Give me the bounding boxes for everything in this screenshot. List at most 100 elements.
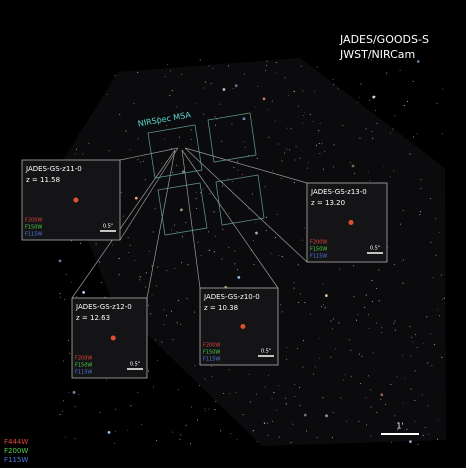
star: [59, 292, 61, 294]
star: [208, 249, 210, 251]
star: [378, 269, 380, 271]
connector-lines: [71, 147, 308, 299]
star: [137, 138, 139, 140]
star: [286, 347, 288, 349]
star: [281, 160, 283, 162]
star: [314, 366, 316, 368]
star: [264, 423, 266, 425]
star: [441, 298, 443, 300]
star: [316, 437, 318, 439]
star: [275, 72, 277, 74]
star: [179, 323, 181, 325]
star: [141, 424, 143, 426]
inset-frame: [21, 159, 121, 241]
star: [181, 170, 185, 174]
star: [255, 221, 257, 223]
star: [306, 167, 308, 169]
star: [318, 142, 320, 144]
star: [203, 113, 205, 115]
star: [313, 373, 315, 375]
star: [209, 193, 211, 195]
star: [299, 157, 301, 159]
star: [435, 254, 437, 256]
star: [234, 84, 238, 88]
inset-redshift: z = 13.20: [311, 199, 345, 207]
star: [221, 258, 223, 260]
star: [195, 197, 197, 199]
star: [220, 430, 222, 432]
star: [288, 94, 290, 96]
star: [381, 327, 383, 329]
star: [427, 405, 429, 407]
star: [404, 377, 406, 379]
star: [364, 306, 366, 308]
star: [375, 110, 377, 112]
star: [237, 275, 241, 279]
star: [413, 136, 415, 138]
star: [300, 293, 302, 295]
star: [144, 179, 146, 181]
star: [302, 366, 304, 368]
star: [106, 93, 108, 95]
star: [244, 146, 246, 148]
star: [165, 125, 167, 127]
star: [150, 313, 152, 315]
star: [194, 365, 196, 367]
star: [215, 400, 217, 402]
star: [61, 410, 63, 412]
star: [253, 240, 255, 242]
star: [264, 386, 266, 388]
star: [147, 304, 149, 306]
star: [436, 438, 438, 440]
star: [199, 59, 201, 61]
star: [393, 322, 395, 324]
star: [266, 60, 268, 62]
star: [322, 397, 324, 399]
star: [129, 244, 131, 246]
star: [278, 436, 280, 438]
star: [174, 224, 176, 226]
star: [171, 310, 173, 312]
star: [179, 438, 181, 440]
star: [176, 322, 178, 324]
galaxy: [240, 324, 246, 329]
star: [281, 256, 283, 258]
star: [371, 280, 373, 282]
star: [119, 114, 121, 116]
star: [365, 128, 367, 130]
star: [316, 144, 318, 146]
star: [372, 95, 376, 99]
star: [294, 383, 296, 385]
star: [114, 75, 116, 77]
star: [333, 144, 335, 146]
star: [268, 136, 270, 138]
star: [107, 431, 111, 434]
star: [62, 360, 64, 362]
star: [82, 291, 86, 294]
star: [255, 231, 258, 235]
star: [289, 149, 291, 151]
star: [175, 164, 177, 166]
star: [409, 326, 411, 328]
star: [296, 347, 298, 349]
star: [350, 349, 352, 351]
galaxy: [73, 197, 79, 203]
star: [169, 70, 171, 72]
star: [383, 165, 385, 167]
star: [298, 301, 300, 303]
star: [278, 385, 280, 387]
star: [200, 191, 202, 193]
star: [301, 239, 303, 241]
star: [335, 348, 337, 350]
star: [284, 77, 286, 79]
star: [366, 424, 368, 426]
star: [64, 436, 66, 438]
star: [302, 90, 304, 92]
star: [422, 435, 424, 437]
scale-bar-label: 1': [396, 422, 403, 431]
star: [181, 73, 183, 75]
star: [154, 208, 156, 210]
star: [60, 296, 62, 298]
star: [368, 375, 370, 377]
